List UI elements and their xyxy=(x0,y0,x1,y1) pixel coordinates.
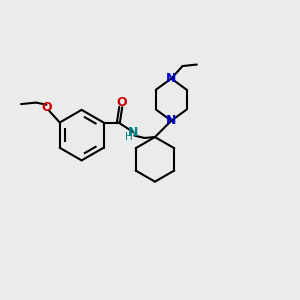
Text: N: N xyxy=(166,114,176,127)
Text: H: H xyxy=(125,132,133,142)
Text: O: O xyxy=(116,96,127,109)
Text: N: N xyxy=(128,126,139,139)
Text: N: N xyxy=(166,72,176,85)
Text: O: O xyxy=(41,101,52,114)
